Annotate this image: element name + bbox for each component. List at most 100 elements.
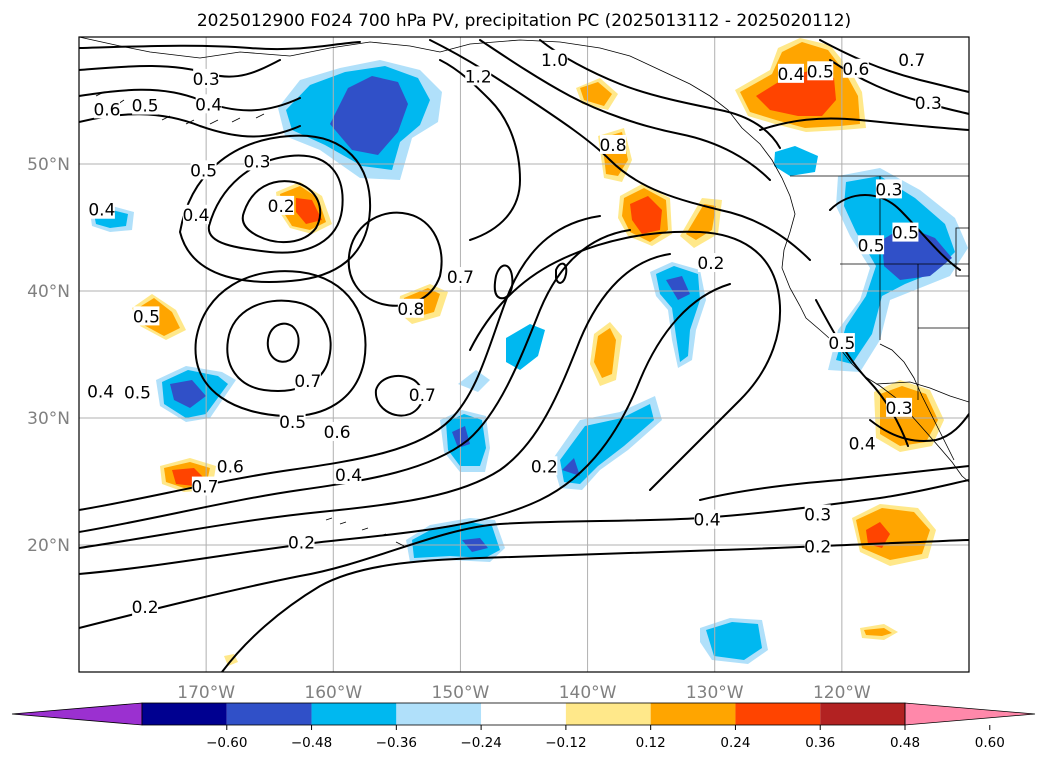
- contour-label-background: [804, 504, 831, 524]
- contour-label: 0.3: [193, 70, 220, 90]
- negative-anomaly-east-pacific-max: [666, 276, 690, 300]
- colorbar-segment: [650, 703, 736, 725]
- colorbar-segment: [565, 703, 651, 725]
- contour-label: 0.5: [892, 224, 919, 244]
- contour-label-background: [397, 298, 424, 318]
- colorbar-tick-label: −0.60: [206, 735, 247, 751]
- contour-label-background: [828, 333, 855, 353]
- contour-label: 0.6: [217, 457, 244, 477]
- contour-label-background: [892, 222, 919, 242]
- contour-label: 0.4: [849, 434, 876, 454]
- negative-anomaly-subtropical-west-max: [170, 380, 206, 408]
- contour-label-background: [694, 509, 721, 529]
- pv-contour: [479, 39, 771, 181]
- contour-label-background: [88, 199, 115, 219]
- colorbar-extend-low: [11, 702, 143, 726]
- contour-label: 0.6: [93, 100, 120, 120]
- map-area: 1.2 1.0 0.3 0.4 0.5 0.6 0.3 0.5 0.4 0.2 0.4 0.7 0.8 0…: [79, 37, 969, 672]
- contour-label-background: [807, 61, 834, 81]
- figure-title: 2025012900 F024 700 hPa PV, precipitatio…: [197, 11, 851, 31]
- contour-label-background: [335, 465, 362, 485]
- contour-label-background: [195, 94, 222, 114]
- contour-label: 0.2: [697, 254, 724, 274]
- contour-label-background: [133, 306, 160, 326]
- contour-label: 1.0: [541, 51, 568, 71]
- longitude-tick-label: 140°W: [559, 683, 617, 703]
- contour-label-background: [288, 532, 315, 552]
- contour-label-background: [541, 49, 568, 69]
- pv-contour: [347, 211, 443, 307]
- negative-anomaly-subtropical-band-max: [562, 458, 580, 476]
- latitude-tick-label: 50°N: [27, 155, 70, 175]
- contour-label-background: [132, 95, 159, 115]
- contour-label: 0.6: [324, 423, 351, 443]
- contour-label: 0.3: [875, 180, 902, 200]
- contour-label: 0.5: [279, 413, 306, 433]
- contour-label-background: [409, 385, 436, 405]
- positive-anomaly-east-subtropical-core: [594, 328, 616, 378]
- pv-contour: [829, 194, 961, 271]
- us-mexico-border: [875, 381, 969, 403]
- pv-contour: [469, 230, 782, 491]
- pv-contour: [79, 283, 731, 575]
- contour-label-background: [294, 371, 321, 391]
- contour-label: 0.5: [124, 384, 151, 404]
- contour-label: 0.4: [195, 95, 222, 115]
- contour-label: 0.3: [243, 152, 270, 172]
- colorbar-tick-label: 0.24: [720, 735, 750, 751]
- contour-label: 0.2: [132, 598, 159, 618]
- contour-label: 0.8: [397, 300, 424, 320]
- contour-label-background: [244, 151, 270, 171]
- contour-label: 0.7: [409, 386, 436, 406]
- longitude-tick-label: 170°W: [177, 683, 235, 703]
- contour-label-background: [915, 93, 942, 113]
- coastlines: [79, 37, 969, 547]
- pv-contour: [221, 539, 969, 672]
- contour-label-background: [849, 433, 876, 453]
- longitude-tick-label: 130°W: [686, 683, 744, 703]
- colorbar-frame: [141, 702, 906, 726]
- contour-label: 0.5: [828, 334, 855, 354]
- contour-label: 0.6: [842, 60, 869, 80]
- colorbar-tick-label: 0.48: [890, 735, 920, 751]
- contour-label: 1.2: [465, 67, 492, 87]
- pv-contour: [266, 322, 300, 363]
- colorbar-tick-label: 0.12: [636, 735, 666, 751]
- contour-label-background: [842, 58, 869, 78]
- colorbar-segment: [396, 703, 482, 725]
- pv-contour: [179, 134, 372, 283]
- pv-contour: [815, 299, 909, 447]
- map-frame: [78, 36, 970, 673]
- contour-label-background: [193, 68, 220, 88]
- positive-anomaly-north-pacific-max: [296, 198, 322, 224]
- pv-contour: [79, 229, 631, 533]
- colorbar-tick-label: 0.60: [975, 735, 1005, 751]
- pv-contour: [869, 413, 969, 442]
- pv-contour: [79, 479, 969, 629]
- contour-label-background: [182, 204, 209, 224]
- contour-label-background: [600, 134, 626, 154]
- pv-contour: [555, 262, 568, 284]
- contour-label: 0.5: [858, 236, 885, 256]
- contour-label: 0.4: [777, 65, 804, 85]
- contour-label-background: [191, 476, 218, 496]
- positive-anomaly-canada-max: [756, 70, 836, 116]
- contour-label: 0.4: [182, 206, 209, 226]
- pv-contour: [79, 253, 671, 549]
- contour-label-background: [132, 597, 159, 617]
- contour-label: 0.4: [694, 511, 721, 531]
- colorbar: −0.60 −0.48 −0.36 −0.24 −0.12 0.12 0.24 0.36 0.4…: [11, 702, 1036, 751]
- contour-labels: 1.2 1.0 0.3 0.4 0.5 0.6 0.3 0.5 0.4 0.2 0.4 0.7 0.8 0…: [87, 49, 942, 618]
- contour-label-background: [875, 179, 902, 199]
- colorbar-tick-label: −0.48: [291, 735, 332, 751]
- contour-label-background: [858, 235, 885, 255]
- contour-label-background: [778, 63, 804, 83]
- positive-anomaly-tropical-small-core: [864, 628, 892, 636]
- pv-contour: [699, 465, 969, 501]
- negative-anomaly-mid-pacific-2: [458, 370, 490, 392]
- contour-label-background: [87, 381, 114, 401]
- latitude-tick-label: 40°N: [27, 282, 70, 302]
- longitude-labels: 170°W 160°W 150°W 140°W 130°W 120°W: [177, 683, 871, 703]
- latitude-tick-label: 30°N: [27, 409, 70, 429]
